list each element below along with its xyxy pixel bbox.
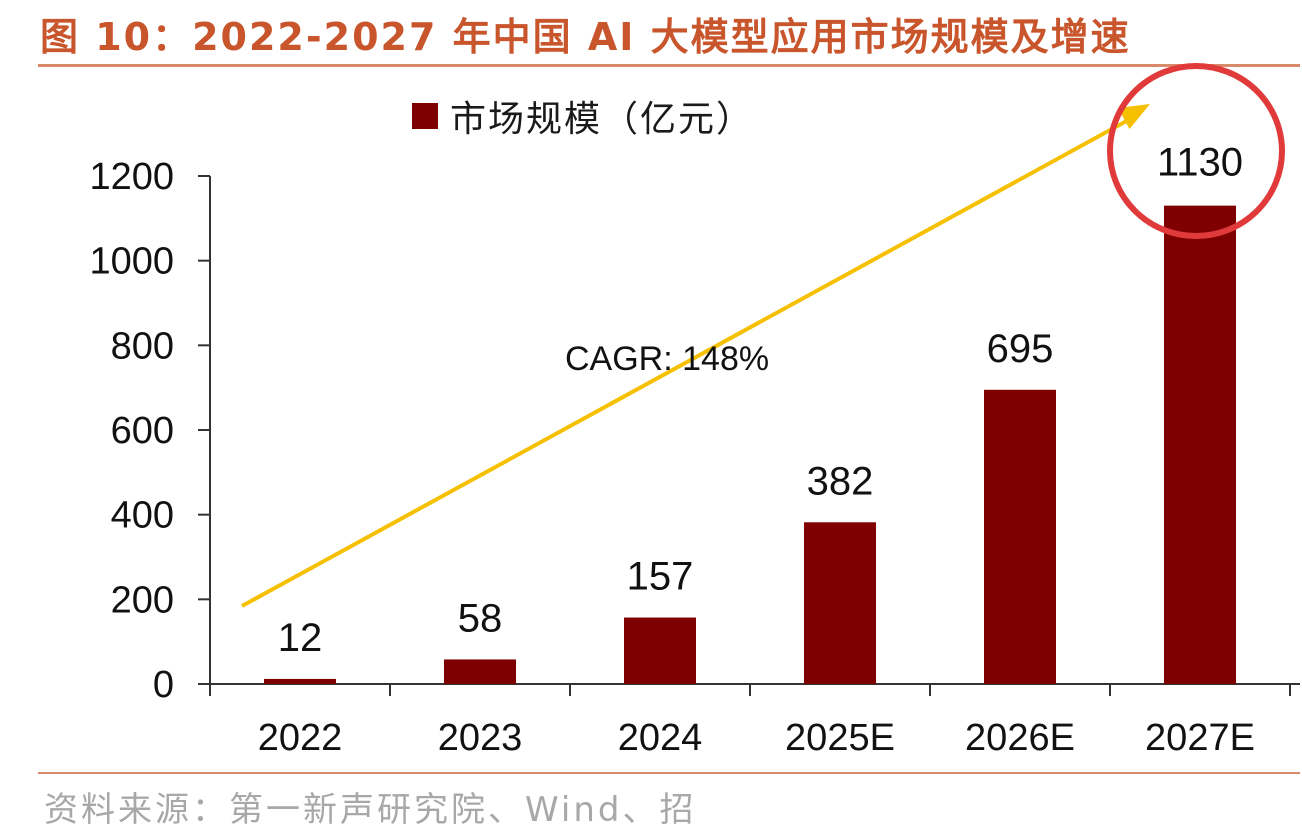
x-tick-label: 2023 (438, 717, 523, 759)
y-tick-label: 200 (111, 579, 174, 621)
highlight-circle (1107, 63, 1285, 239)
source-divider (38, 772, 1300, 774)
cagr-arrow-line (241, 116, 1133, 608)
x-tick-label: 2027E (1145, 717, 1255, 759)
y-tick-label: 600 (111, 410, 174, 452)
bar-2027E (1164, 205, 1236, 684)
source-note: 资料来源：第一新声研究院、Wind、招 (44, 790, 697, 830)
chart-title: 图 10：2022-2027 年中国 AI 大模型应用市场规模及增速 (40, 15, 1131, 59)
legend-swatch (412, 103, 438, 129)
data-labels: 12 58 157 382 695 1130 (278, 141, 1243, 660)
bar-2023 (444, 659, 516, 684)
y-axis: 0 200 400 600 800 1000 1200 (89, 156, 211, 706)
data-label-2023: 58 (458, 596, 503, 640)
x-tick-label: 2026E (965, 717, 1075, 759)
legend-label: 市场规模（亿元） (450, 99, 755, 140)
x-tick-label: 2025E (785, 717, 895, 759)
y-tick-label: 0 (153, 664, 174, 706)
y-tick-label: 1000 (89, 241, 174, 283)
x-tick-label: 2022 (258, 717, 343, 759)
cagr-annotation: CAGR: 148% (565, 340, 769, 378)
cagr-arrow-head (1117, 104, 1150, 130)
overlay: CAGR: 148% (241, 63, 1285, 608)
data-label-2022: 12 (278, 616, 323, 660)
bar-2022 (264, 678, 336, 684)
y-tick-label: 800 (111, 325, 174, 367)
data-label-2025E: 382 (807, 459, 874, 503)
y-tick-label: 1200 (89, 156, 174, 198)
x-axis: 2022 2023 2024 2025E 2026E 2027E (209, 683, 1300, 759)
bars (264, 205, 1236, 684)
x-tick-label: 2024 (618, 717, 703, 759)
bar-2024 (624, 617, 696, 684)
y-tick-label: 400 (111, 495, 174, 537)
bar-2025E (804, 522, 876, 684)
bar-2026E (984, 389, 1056, 684)
title-divider (38, 64, 1300, 67)
data-label-2026E: 695 (987, 327, 1054, 371)
data-label-2024: 157 (627, 555, 694, 599)
legend: 市场规模（亿元） (412, 90, 754, 142)
data-label-2027E: 1130 (1157, 141, 1243, 185)
